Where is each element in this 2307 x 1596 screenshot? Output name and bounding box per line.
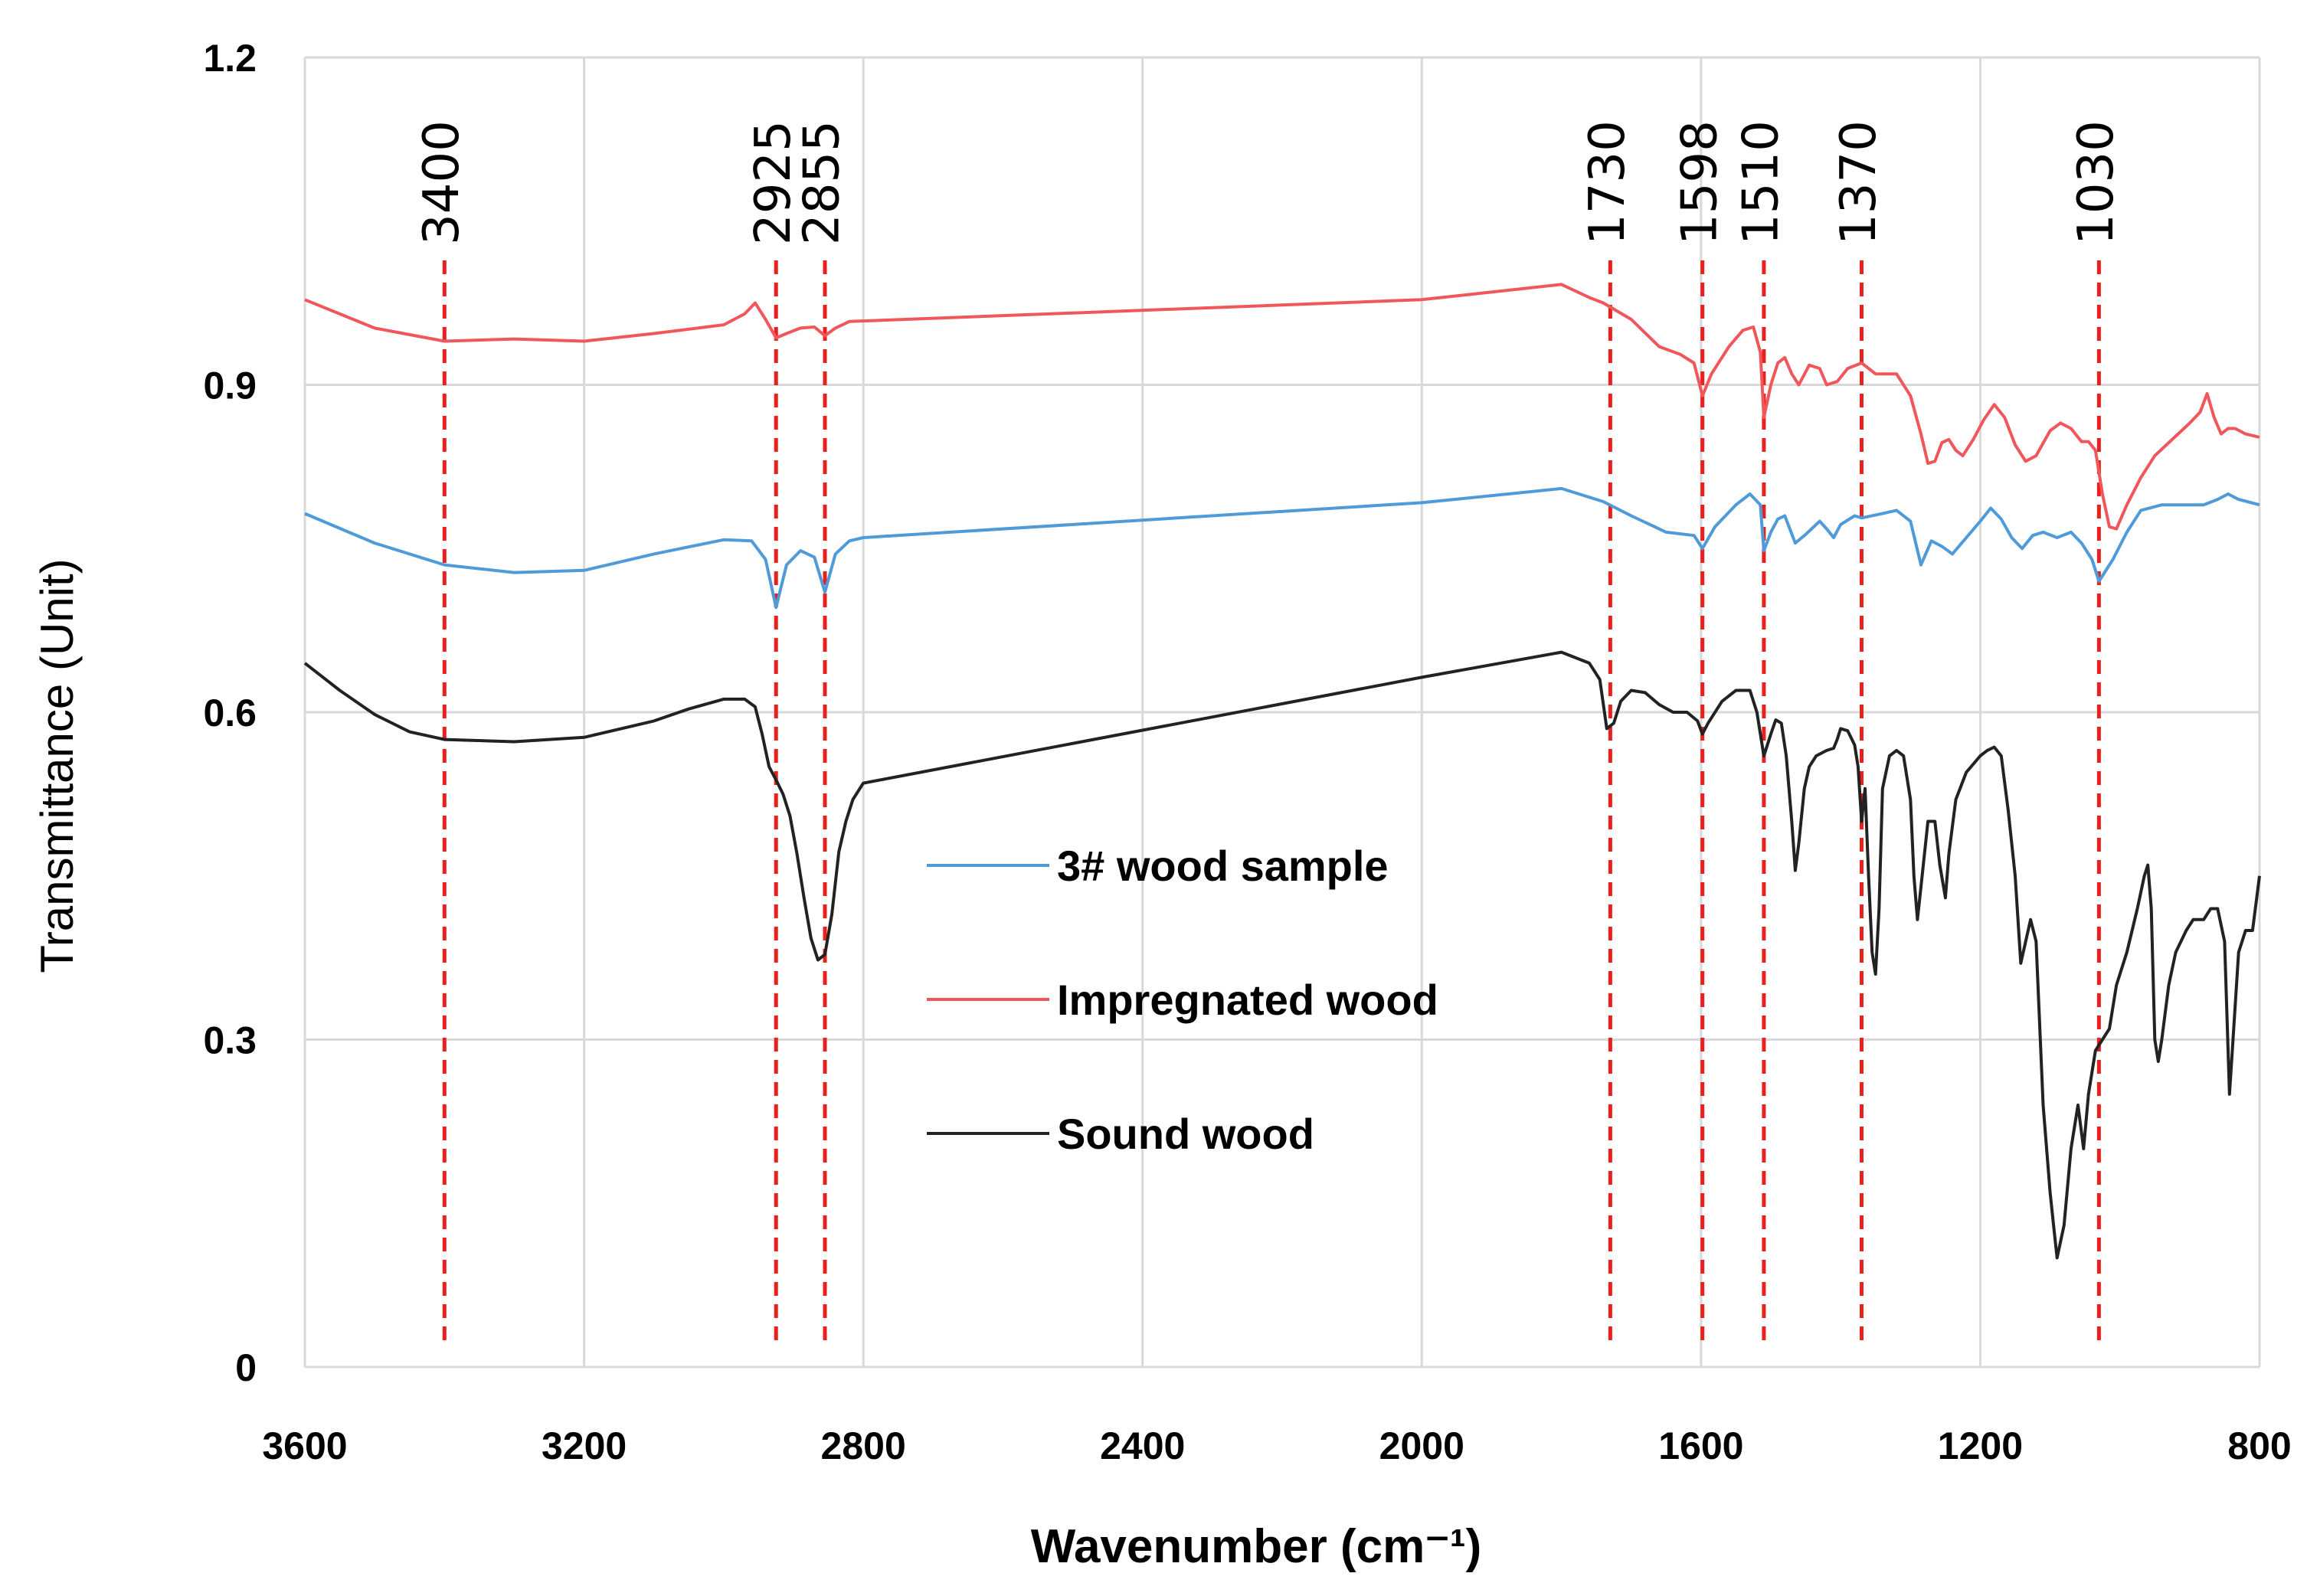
x-tick-3600: 3600 [262, 1424, 347, 1467]
x-tick-800: 800 [2227, 1424, 2291, 1467]
series-line-sound-wood [303, 650, 2261, 1260]
peak-label-2925: 2925 [745, 120, 802, 245]
peak-label-1510: 1510 [1733, 120, 1789, 245]
y-tick-0.6: 0.6 [203, 692, 257, 734]
series-line-3-wood-sample [304, 486, 2260, 610]
peak-label-1598: 1598 [1671, 120, 1728, 245]
peak-label-1730: 1730 [1579, 120, 1636, 245]
peak-label-3400: 3400 [414, 120, 470, 245]
series-lines [303, 283, 2261, 1260]
y-tick-0.9: 0.9 [203, 365, 257, 407]
y-tick-1.2: 1.2 [203, 37, 257, 80]
x-axis-title: Wavenumber (cm⁻¹) [1031, 1520, 1482, 1573]
x-tick-2400: 2400 [1100, 1424, 1185, 1467]
legend-label-impregnated-wood: Impregnated wood [1057, 976, 1438, 1024]
peak-label-1030: 1030 [2068, 120, 2125, 245]
legend-label-3-wood-sample: 3# wood sample [1057, 842, 1389, 890]
x-tick-1600: 1600 [1658, 1424, 1743, 1467]
x-tick-2000: 2000 [1379, 1424, 1464, 1467]
y-axis-title: Transmittance (Unit) [31, 558, 83, 973]
peak-label-2855: 2855 [794, 120, 851, 245]
x-tick-2800: 2800 [821, 1424, 906, 1467]
grid [303, 56, 2261, 1369]
legend-label-sound-wood: Sound wood [1057, 1110, 1314, 1158]
legend: 3# wood sample Impregnated wood Sound wo… [927, 842, 1438, 1158]
y-tick-0.3: 0.3 [203, 1019, 257, 1062]
x-tick-1200: 1200 [1938, 1424, 2023, 1467]
y-tick-0: 0 [235, 1346, 257, 1389]
peak-label-1370: 1370 [1831, 120, 1887, 245]
x-tick-labels: 3600 3200 2800 2400 2000 1600 1200 800 [262, 1424, 2291, 1467]
series-line-impregnated-wood [304, 283, 2260, 531]
y-tick-labels: 0 0.3 0.6 0.9 1.2 [203, 37, 257, 1389]
x-tick-3200: 3200 [542, 1424, 627, 1467]
